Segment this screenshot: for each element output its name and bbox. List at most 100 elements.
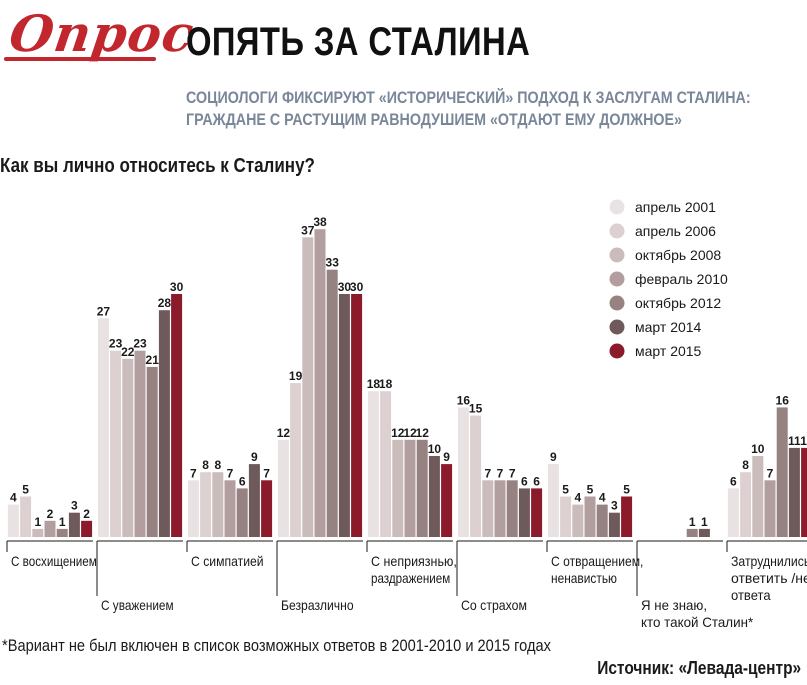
page-title: ОПЯТЬ ЗА СТАЛИНА — [186, 20, 531, 64]
data-label: 9 — [443, 450, 450, 464]
bar — [351, 294, 363, 537]
category-label: Затруднились — [731, 553, 807, 569]
legend-swatch — [609, 343, 625, 359]
bar — [727, 488, 739, 537]
bar — [81, 520, 93, 537]
bar — [482, 480, 494, 537]
bar — [764, 480, 776, 537]
data-label: 21 — [146, 353, 160, 367]
bar — [596, 504, 608, 537]
legend-label: март 2015 — [635, 343, 702, 359]
bar — [494, 480, 506, 537]
data-label: 33 — [326, 256, 340, 270]
subtitle-line-2: ГРАЖДАНЕ С РАСТУЩИМ РАВНОДУШИЕМ «ОТДАЮТ … — [186, 110, 682, 129]
bar — [428, 456, 440, 537]
category-label: С симпатией — [191, 553, 264, 569]
bar — [621, 496, 633, 537]
bar — [560, 496, 572, 537]
data-label: 6 — [521, 474, 528, 488]
data-label: 4 — [599, 491, 606, 505]
bar — [68, 512, 80, 537]
data-label: 11 — [788, 434, 801, 448]
data-label: 12 — [391, 426, 405, 440]
bar — [457, 407, 469, 537]
data-label: 23 — [109, 337, 123, 351]
bar — [608, 512, 620, 537]
data-label: 10 — [428, 442, 442, 456]
bar — [236, 488, 248, 537]
legend-swatch — [609, 319, 625, 335]
category-label: Безразлично — [281, 597, 354, 613]
data-label: 12 — [403, 426, 417, 440]
data-label: 11 — [800, 434, 807, 448]
legend-label: февраль 2010 — [635, 271, 728, 287]
data-label: 7 — [263, 466, 270, 480]
category-label: Я не знаю, — [641, 597, 707, 613]
bar — [171, 294, 183, 537]
data-label: 10 — [751, 442, 765, 456]
page-subtitle: СОЦИОЛОГИ ФИКСИРУЮТ «ИСТОРИЧЕСКИЙ» ПОДХО… — [186, 87, 751, 131]
bar — [97, 318, 109, 537]
data-label: 22 — [121, 345, 135, 359]
bar — [698, 528, 710, 537]
bar — [470, 415, 482, 537]
bar — [20, 496, 32, 537]
bar — [801, 447, 807, 537]
data-label: 1 — [34, 515, 41, 529]
category-label: С отвращением, — [551, 553, 643, 569]
bar — [338, 294, 350, 537]
data-label: 1 — [59, 515, 66, 529]
data-label: 37 — [301, 223, 315, 237]
data-label: 7 — [227, 466, 234, 480]
data-label: 16 — [776, 393, 790, 407]
data-label: 9 — [550, 450, 557, 464]
data-label: 1 — [701, 515, 708, 529]
legend-label: март 2014 — [635, 319, 702, 335]
bar — [392, 439, 404, 537]
category-label: ненавистью — [551, 570, 617, 586]
data-label: 7 — [497, 466, 504, 480]
data-label: 19 — [289, 369, 303, 383]
legend-swatch — [609, 223, 625, 239]
source-credit: Источник: «Левада-центр» — [597, 658, 801, 678]
bar — [261, 480, 273, 537]
bar — [122, 358, 134, 537]
bar — [146, 366, 158, 537]
data-label: 4 — [574, 491, 581, 505]
bar — [212, 472, 224, 537]
data-label: 2 — [47, 507, 54, 521]
bar — [187, 480, 199, 537]
bar — [224, 480, 236, 537]
data-label: 8 — [214, 458, 221, 472]
data-label: 7 — [190, 466, 197, 480]
category-label: С восхищением — [11, 553, 97, 569]
data-label: 5 — [587, 483, 594, 497]
data-label: 16 — [457, 393, 471, 407]
bar — [776, 407, 788, 537]
data-label: 28 — [158, 296, 172, 310]
bar — [7, 504, 19, 537]
data-label: 30 — [338, 280, 352, 294]
footnote: *Вариант не был включен в список возможн… — [2, 636, 551, 655]
category-label: раздражением — [371, 570, 450, 586]
category-label: ответа — [731, 587, 771, 603]
legend-swatch — [609, 295, 625, 311]
bar — [752, 456, 764, 537]
legend-label: октябрь 2012 — [635, 295, 721, 311]
data-label: 9 — [251, 450, 258, 464]
category-label: Со страхом — [461, 597, 527, 613]
data-label: 12 — [416, 426, 430, 440]
bar — [158, 310, 170, 537]
bar — [44, 520, 56, 537]
legend-swatch — [609, 199, 625, 215]
category-label: кто такой Сталин* — [641, 614, 754, 630]
data-label: 3 — [611, 499, 618, 513]
bar — [416, 439, 428, 537]
bar — [56, 528, 68, 537]
legend-label: октябрь 2008 — [635, 247, 721, 263]
bar — [314, 229, 326, 537]
data-label: 7 — [767, 466, 774, 480]
data-label: 5 — [623, 483, 630, 497]
subtitle-line-1: СОЦИОЛОГИ ФИКСИРУЮТ «ИСТОРИЧЕСКИЙ» ПОДХО… — [186, 88, 751, 107]
